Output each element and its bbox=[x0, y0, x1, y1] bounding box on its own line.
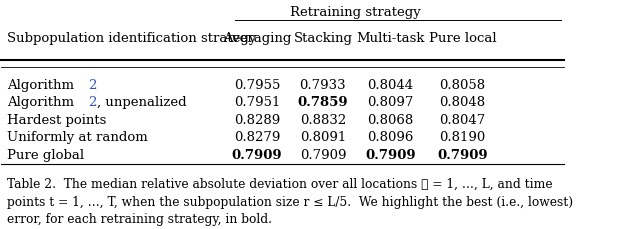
Text: 0.7909: 0.7909 bbox=[232, 149, 282, 162]
Text: 0.7909: 0.7909 bbox=[365, 149, 416, 162]
Text: 0.8091: 0.8091 bbox=[300, 131, 346, 144]
Text: Retraining strategy: Retraining strategy bbox=[290, 6, 421, 19]
Text: , unpenalized: , unpenalized bbox=[97, 96, 187, 109]
Text: 0.7933: 0.7933 bbox=[300, 79, 346, 92]
Text: Uniformly at random: Uniformly at random bbox=[7, 131, 148, 144]
Text: 0.7955: 0.7955 bbox=[234, 79, 280, 92]
Text: 0.8832: 0.8832 bbox=[300, 114, 346, 127]
Text: Table 2.  The median relative absolute deviation over all locations ℓ = 1, …, L,: Table 2. The median relative absolute de… bbox=[7, 178, 573, 226]
Text: 2: 2 bbox=[88, 96, 96, 109]
Text: Algorithm: Algorithm bbox=[7, 96, 78, 109]
Text: Hardest points: Hardest points bbox=[7, 114, 106, 127]
Text: 2: 2 bbox=[88, 79, 96, 92]
Text: Subpopulation identification strategy: Subpopulation identification strategy bbox=[7, 32, 257, 45]
Text: 0.8047: 0.8047 bbox=[439, 114, 486, 127]
Text: Averaging: Averaging bbox=[223, 32, 291, 45]
Text: 0.8096: 0.8096 bbox=[367, 131, 413, 144]
Text: Multi-task: Multi-task bbox=[356, 32, 424, 45]
Text: Pure global: Pure global bbox=[7, 149, 84, 162]
Text: 0.7859: 0.7859 bbox=[298, 96, 348, 109]
Text: 0.7909: 0.7909 bbox=[437, 149, 488, 162]
Text: 0.8190: 0.8190 bbox=[439, 131, 486, 144]
Text: Pure local: Pure local bbox=[429, 32, 496, 45]
Text: 0.8048: 0.8048 bbox=[439, 96, 485, 109]
Text: 0.7951: 0.7951 bbox=[234, 96, 280, 109]
Text: 0.8279: 0.8279 bbox=[234, 131, 280, 144]
Text: Stacking: Stacking bbox=[293, 32, 353, 45]
Text: 0.8044: 0.8044 bbox=[367, 79, 413, 92]
Text: Algorithm: Algorithm bbox=[7, 79, 78, 92]
Text: 0.8289: 0.8289 bbox=[234, 114, 280, 127]
Text: 0.8068: 0.8068 bbox=[367, 114, 413, 127]
Text: 0.8097: 0.8097 bbox=[367, 96, 413, 109]
Text: 0.7909: 0.7909 bbox=[300, 149, 346, 162]
Text: 0.8058: 0.8058 bbox=[439, 79, 485, 92]
